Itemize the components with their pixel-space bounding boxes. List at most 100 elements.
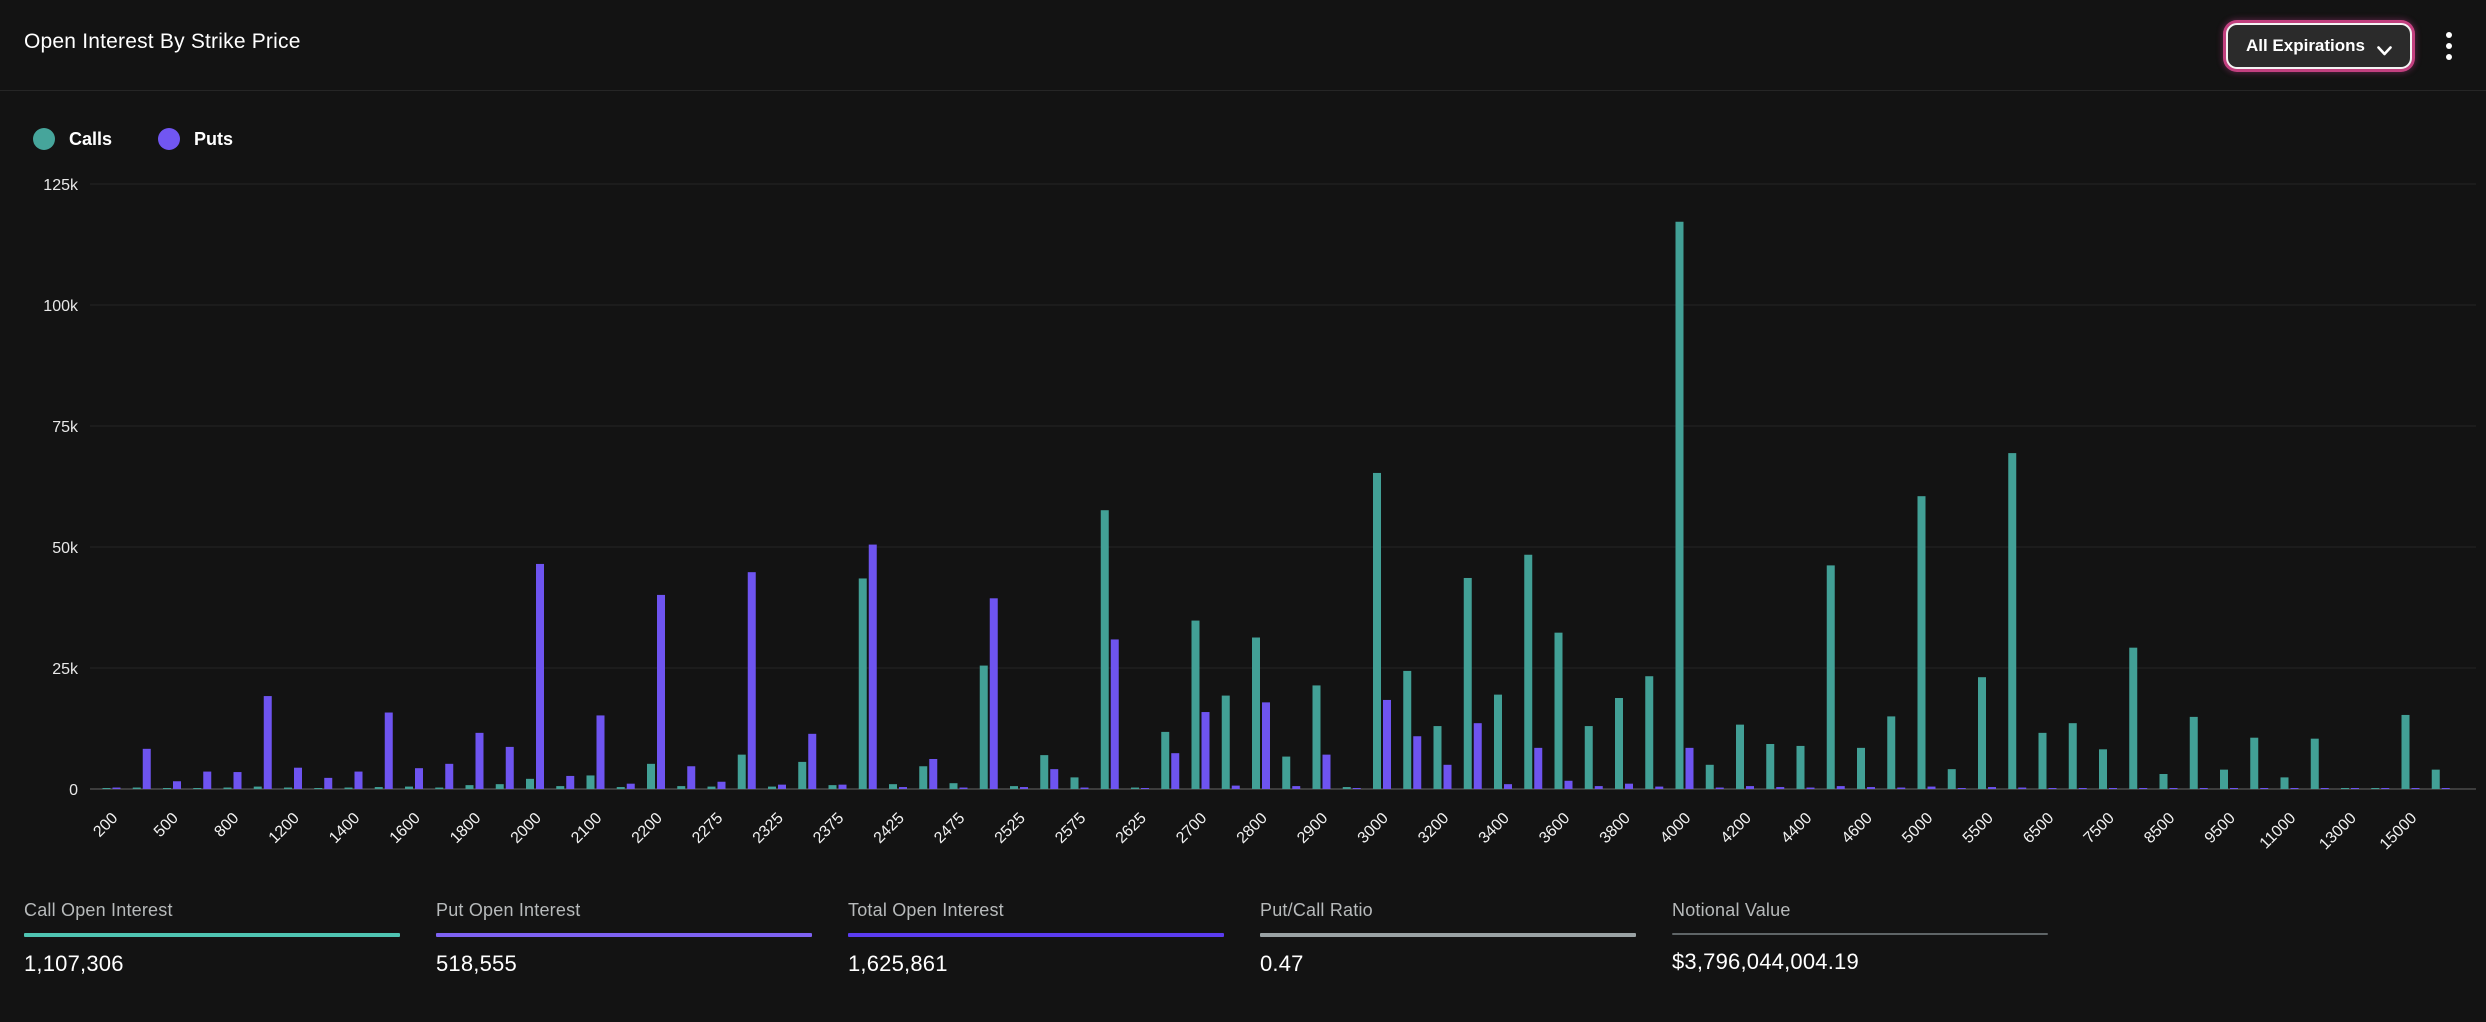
put-bar[interactable] xyxy=(1988,787,1996,789)
put-bar[interactable] xyxy=(868,544,877,789)
call-bar[interactable] xyxy=(828,785,837,789)
call-bar[interactable] xyxy=(1584,726,1593,789)
put-bar[interactable] xyxy=(263,696,272,789)
call-bar[interactable] xyxy=(919,766,928,789)
call-bar[interactable] xyxy=(1312,685,1321,789)
put-bar[interactable] xyxy=(1352,788,1361,789)
call-bar[interactable] xyxy=(435,787,444,789)
put-bar[interactable] xyxy=(2290,788,2299,789)
call-bar[interactable] xyxy=(1705,764,1714,789)
call-bar[interactable] xyxy=(889,784,897,789)
call-bar[interactable] xyxy=(1010,786,1018,789)
call-bar[interactable] xyxy=(1463,577,1472,789)
put-bar[interactable] xyxy=(294,767,302,789)
put-bar[interactable] xyxy=(324,777,333,789)
call-bar[interactable] xyxy=(2008,453,2017,789)
call-bar[interactable] xyxy=(1342,787,1351,789)
put-bar[interactable] xyxy=(2169,788,2178,789)
expirations-dropdown[interactable]: All Expirations xyxy=(2225,22,2412,69)
put-bar[interactable] xyxy=(1685,747,1694,789)
oi-by-strike-chart[interactable]: 0 25k 50k 75k 100k 125k 200 500 800 1200 1400 1600 1… xyxy=(0,170,2486,870)
put-bar[interactable] xyxy=(2260,788,2269,789)
call-bar[interactable] xyxy=(1796,745,1805,789)
put-bar[interactable] xyxy=(899,787,907,789)
call-bar[interactable] xyxy=(102,788,111,789)
put-bar[interactable] xyxy=(1050,769,1059,789)
put-bar[interactable] xyxy=(1504,784,1512,789)
put-bar[interactable] xyxy=(717,781,726,789)
call-bar[interactable] xyxy=(2341,788,2349,789)
call-bar[interactable] xyxy=(1978,677,1986,789)
put-bar[interactable] xyxy=(1322,754,1331,789)
put-bar[interactable] xyxy=(2230,788,2238,789)
call-bar[interactable] xyxy=(949,783,958,789)
kebab-menu-icon[interactable] xyxy=(2440,26,2458,66)
put-bar[interactable] xyxy=(1715,787,1724,789)
call-bar[interactable] xyxy=(284,787,292,789)
put-bar[interactable] xyxy=(1655,786,1664,789)
oi-chart-svg[interactable]: 0 25k 50k 75k 100k 125k 200 500 800 1200 1400 1600 1… xyxy=(0,170,2486,870)
put-bar[interactable] xyxy=(2441,788,2450,789)
put-bar[interactable] xyxy=(1836,786,1845,789)
legend-item-puts[interactable]: Puts xyxy=(158,128,233,150)
call-bar[interactable] xyxy=(2401,714,2410,789)
call-bar[interactable] xyxy=(1131,787,1139,789)
call-bar[interactable] xyxy=(253,786,262,789)
put-bar[interactable] xyxy=(1413,736,1422,789)
call-bar[interactable] xyxy=(586,775,595,789)
call-bar[interactable] xyxy=(1403,670,1412,789)
call-bar[interactable] xyxy=(1917,496,1926,789)
put-bar[interactable] xyxy=(687,766,696,789)
call-bar[interactable] xyxy=(2431,769,2440,789)
call-bar[interactable] xyxy=(1040,755,1049,789)
put-bar[interactable] xyxy=(626,783,635,789)
put-bar[interactable] xyxy=(384,712,393,789)
call-bar[interactable] xyxy=(979,665,988,789)
call-bar[interactable] xyxy=(2371,788,2380,789)
put-bar[interactable] xyxy=(959,787,968,789)
put-bar[interactable] xyxy=(233,772,242,789)
call-bar[interactable] xyxy=(1494,694,1502,789)
put-bar[interactable] xyxy=(1231,785,1240,789)
call-bar[interactable] xyxy=(1070,777,1079,789)
put-bar[interactable] xyxy=(505,746,514,789)
put-bar[interactable] xyxy=(1020,787,1028,789)
call-bar[interactable] xyxy=(163,788,171,789)
put-bar[interactable] xyxy=(1534,747,1543,789)
put-bar[interactable] xyxy=(1171,753,1180,789)
put-bar[interactable] xyxy=(747,572,756,789)
put-bar[interactable] xyxy=(1110,639,1119,789)
call-bar[interactable] xyxy=(707,786,716,789)
put-bar[interactable] xyxy=(929,758,938,789)
call-bar[interactable] xyxy=(314,788,323,789)
call-bar[interactable] xyxy=(1554,632,1563,789)
call-bar[interactable] xyxy=(1282,756,1291,789)
call-bar[interactable] xyxy=(1100,510,1109,789)
call-bar[interactable] xyxy=(344,787,353,789)
put-bar[interactable] xyxy=(1262,702,1270,789)
put-bar[interactable] xyxy=(838,784,847,789)
call-bar[interactable] xyxy=(374,787,383,789)
call-bar[interactable] xyxy=(556,786,565,789)
call-bar[interactable] xyxy=(1675,221,1684,789)
call-bar[interactable] xyxy=(132,787,141,789)
put-bar[interactable] xyxy=(475,732,484,789)
call-bar[interactable] xyxy=(858,578,867,789)
put-bar[interactable] xyxy=(1806,787,1815,789)
put-bar[interactable] xyxy=(2078,788,2087,789)
call-bar[interactable] xyxy=(1947,769,1956,789)
call-bar[interactable] xyxy=(223,787,232,789)
put-bar[interactable] xyxy=(566,775,575,789)
put-bar[interactable] xyxy=(989,598,998,789)
call-bar[interactable] xyxy=(1252,637,1260,789)
call-bar[interactable] xyxy=(526,778,534,789)
put-bar[interactable] xyxy=(596,715,605,789)
call-bar[interactable] xyxy=(2159,773,2168,789)
call-bar[interactable] xyxy=(1161,731,1170,789)
call-bar[interactable] xyxy=(677,786,686,789)
call-bar[interactable] xyxy=(193,788,202,789)
call-bar[interactable] xyxy=(2280,777,2289,789)
put-bar[interactable] xyxy=(445,763,454,789)
call-bar[interactable] xyxy=(1373,472,1381,789)
put-bar[interactable] xyxy=(2048,788,2057,789)
